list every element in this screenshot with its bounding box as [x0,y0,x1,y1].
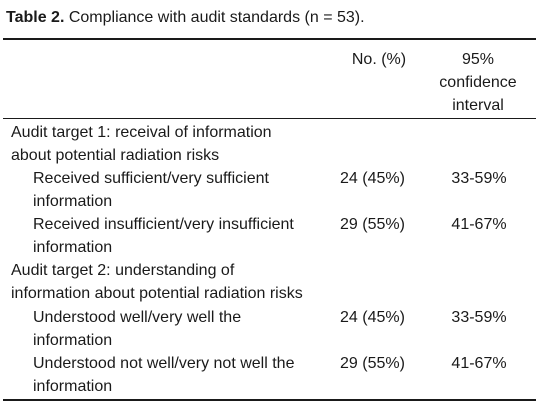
column-header-ci-line3: interval [452,97,504,114]
row-label-line1: Understood not well/very not well the [33,355,295,372]
table-caption-label: Table 2. [6,9,65,26]
table-caption: Table 2. Compliance with audit standards… [6,8,365,28]
table-cell-number: 24 (45%) [340,309,405,326]
table-caption-text: Compliance with audit standards (n = 53)… [64,9,365,26]
row-label-line1: Received sufficient/very sufficient [33,170,269,187]
table-top-rule [3,38,536,40]
section-title-line1: Audit target 2: understanding of [11,262,235,279]
table-row-label: Received insufficient/very insufficient … [33,213,294,259]
row-label-line2: information [33,332,113,349]
table-row-label: Understood well/very well the informatio… [33,306,241,352]
section-title-audit-target-2: Audit target 2: understanding of informa… [11,259,303,305]
table-cell-number: 29 (55%) [340,355,405,372]
section-title-audit-target-1: Audit target 1: receival of information … [11,121,272,167]
section-title-line1: Audit target 1: receival of information [11,124,272,141]
row-label-line1: Received insufficient/very insufficient [33,216,294,233]
section-title-line2: information about potential radiation ri… [11,285,303,302]
table-cell-number: 24 (45%) [340,170,405,187]
row-label-line1: Understood well/very well the [33,309,242,326]
column-header-number: No. (%) [351,51,407,68]
table-cell-confidence-interval: 41-67% [451,216,507,233]
table-header-rule [3,118,536,119]
table-row-label: Received sufficient/very sufficient info… [33,167,269,213]
table-cell-confidence-interval: 41-67% [451,355,507,372]
table-cell-confidence-interval: 33-59% [451,309,507,326]
column-header-confidence-interval: 95% confidence interval [420,48,536,117]
table-cell-confidence-interval: 33-59% [451,170,507,187]
table-bottom-rule [3,399,536,401]
row-label-line2: information [33,193,113,210]
table-cell-number: 29 (55%) [340,216,405,233]
row-label-line2: information [33,378,113,395]
column-header-ci-line1: 95% [461,51,495,68]
column-header-ci-line2: confidence [439,74,517,91]
row-label-line2: information [33,239,113,256]
table-row-label: Understood not well/very not well the in… [33,352,294,398]
section-title-line2: about potential radiation risks [11,147,220,164]
